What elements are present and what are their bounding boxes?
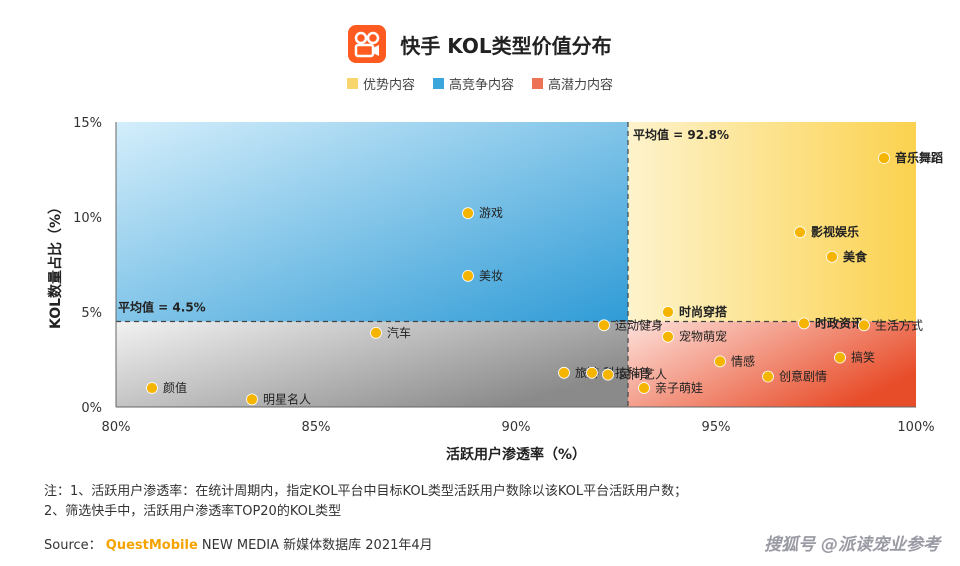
data-point bbox=[798, 317, 810, 330]
avg-x-label: 平均值 = 92.8% bbox=[633, 127, 729, 142]
quadrant-high-potential bbox=[628, 321, 916, 407]
data-point bbox=[662, 330, 674, 343]
footnote-1: 注：1、活跃用户渗透率：在统计周期内，指定KOL平台中目标KOL类型活跃用户数除… bbox=[44, 484, 688, 499]
data-point bbox=[714, 355, 726, 368]
chart-axes: 80% 85% 90% 95% 100% 0% 5% 10% 15% 活跃用户渗透率（%） KOL数… bbox=[47, 116, 935, 463]
chart-legend: 优势内容 高竞争内容 高潜力内容 bbox=[0, 74, 960, 93]
data-point bbox=[558, 366, 570, 379]
footnote-2: 2、筛选快手中，活跃用户渗透率TOP20的KOL类型 bbox=[44, 504, 342, 519]
data-point-label: 美妆 bbox=[479, 269, 503, 283]
chart-title: 快手 KOL类型价值分布 bbox=[400, 33, 612, 58]
data-point bbox=[462, 207, 474, 220]
data-point-label: 明星名人 bbox=[263, 391, 311, 406]
data-point bbox=[246, 393, 258, 406]
data-point bbox=[826, 250, 838, 263]
y-tick-label: 0% bbox=[81, 401, 102, 416]
data-point-label: 亲子萌娃 bbox=[655, 381, 703, 395]
chart-header: 快手 KOL类型价值分布 bbox=[0, 22, 960, 66]
data-point-label: 时尚穿搭 bbox=[679, 304, 728, 319]
data-point-label: 影视娱乐 bbox=[811, 224, 859, 239]
average-lines: 平均值 = 92.8% 平均值 = 4.5% bbox=[116, 122, 916, 407]
data-point-label: 创意剧情 bbox=[779, 369, 827, 384]
data-point bbox=[762, 370, 774, 383]
data-point bbox=[370, 326, 382, 339]
x-tick-label: 95% bbox=[702, 420, 731, 435]
data-point bbox=[586, 366, 598, 379]
legend-item-potential: 高潜力内容 bbox=[532, 74, 613, 93]
legend-item-competitive: 高竞争内容 bbox=[432, 74, 514, 93]
quadrant-advantage bbox=[628, 122, 916, 322]
data-point-label: 科技科普 bbox=[603, 366, 651, 380]
data-point-label: 情感 bbox=[731, 353, 755, 368]
legend-swatch bbox=[432, 78, 444, 89]
y-tick-label: 10% bbox=[73, 211, 102, 226]
data-point bbox=[794, 226, 806, 239]
source-suffix: NEW MEDIA 新媒体数据库 2021年4月 bbox=[201, 538, 433, 553]
y-axis-label: KOL数量占比（%） bbox=[47, 200, 64, 329]
data-point bbox=[858, 319, 870, 332]
legend-label: 高潜力内容 bbox=[548, 78, 614, 93]
data-point bbox=[598, 319, 610, 332]
data-point bbox=[602, 368, 614, 381]
data-point bbox=[638, 382, 650, 394]
data-point-label: 音乐舞蹈 bbox=[895, 150, 943, 165]
watermark: 搜狐号 @派读宠业参考 bbox=[764, 535, 940, 555]
source-prefix: Source： bbox=[44, 538, 102, 553]
data-point-label: 汽车 bbox=[387, 325, 411, 340]
data-point bbox=[834, 351, 846, 364]
data-point-label: 宠物萌宠 bbox=[679, 329, 727, 344]
avg-y-label: 平均值 = 4.5% bbox=[118, 300, 206, 315]
data-point-label: 运动健身 bbox=[615, 317, 663, 332]
data-point bbox=[146, 382, 158, 394]
y-tick-label: 15% bbox=[73, 116, 102, 131]
data-point bbox=[878, 152, 890, 165]
x-tick-label: 85% bbox=[302, 420, 331, 435]
legend-swatch bbox=[346, 78, 358, 89]
source-line: Source： QuestMobile NEW MEDIA 新媒体数据库 202… bbox=[44, 534, 433, 553]
quadrant-backgrounds bbox=[116, 122, 916, 407]
data-point-label: 生活方式 bbox=[875, 317, 923, 332]
quadrant-high-competition bbox=[116, 122, 628, 322]
data-point-label: 时政资讯 bbox=[815, 315, 863, 330]
data-point bbox=[662, 306, 674, 318]
data-point-label: 民间艺人 bbox=[619, 368, 667, 382]
x-tick-label: 100% bbox=[897, 420, 934, 435]
y-tick-label: 5% bbox=[81, 306, 102, 321]
scatter-chart: 平均值 = 92.8% 平均值 = 4.5% 80% 85% 90% 95% 100% 0%… bbox=[47, 116, 943, 463]
legend-label: 高竞争内容 bbox=[448, 78, 514, 93]
data-point-label: 美食 bbox=[843, 249, 868, 264]
kuaishou-logo-icon bbox=[348, 25, 387, 63]
data-point bbox=[462, 269, 474, 282]
legend-label: 优势内容 bbox=[362, 78, 415, 93]
x-tick-label: 90% bbox=[502, 420, 531, 435]
legend-item-advantage: 优势内容 bbox=[346, 74, 415, 93]
x-tick-label: 80% bbox=[102, 420, 131, 435]
data-point-label: 颜值 bbox=[163, 380, 187, 395]
legend-swatch bbox=[532, 78, 543, 89]
data-point-label: 游戏 bbox=[479, 206, 503, 220]
x-axis-label: 活跃用户渗透率（%） bbox=[446, 446, 586, 463]
data-point-label: 搞笑 bbox=[851, 350, 875, 365]
source-brand: QuestMobile bbox=[105, 538, 198, 553]
data-points: 音乐舞蹈游戏影视娱乐美食美妆时尚穿搭时政资讯生活方式运动健身宠物萌宠汽车旅游科技… bbox=[146, 150, 943, 406]
